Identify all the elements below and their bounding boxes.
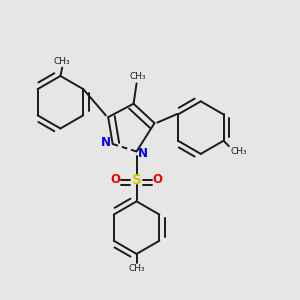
Text: CH₃: CH₃ xyxy=(230,147,247,156)
Text: CH₃: CH₃ xyxy=(128,264,145,273)
Text: N: N xyxy=(101,136,111,149)
Text: CH₃: CH₃ xyxy=(54,57,70,66)
Text: S: S xyxy=(132,173,142,187)
Text: CH₃: CH₃ xyxy=(129,72,146,81)
Text: O: O xyxy=(152,173,163,186)
Text: N: N xyxy=(138,147,148,161)
Text: O: O xyxy=(111,173,121,186)
